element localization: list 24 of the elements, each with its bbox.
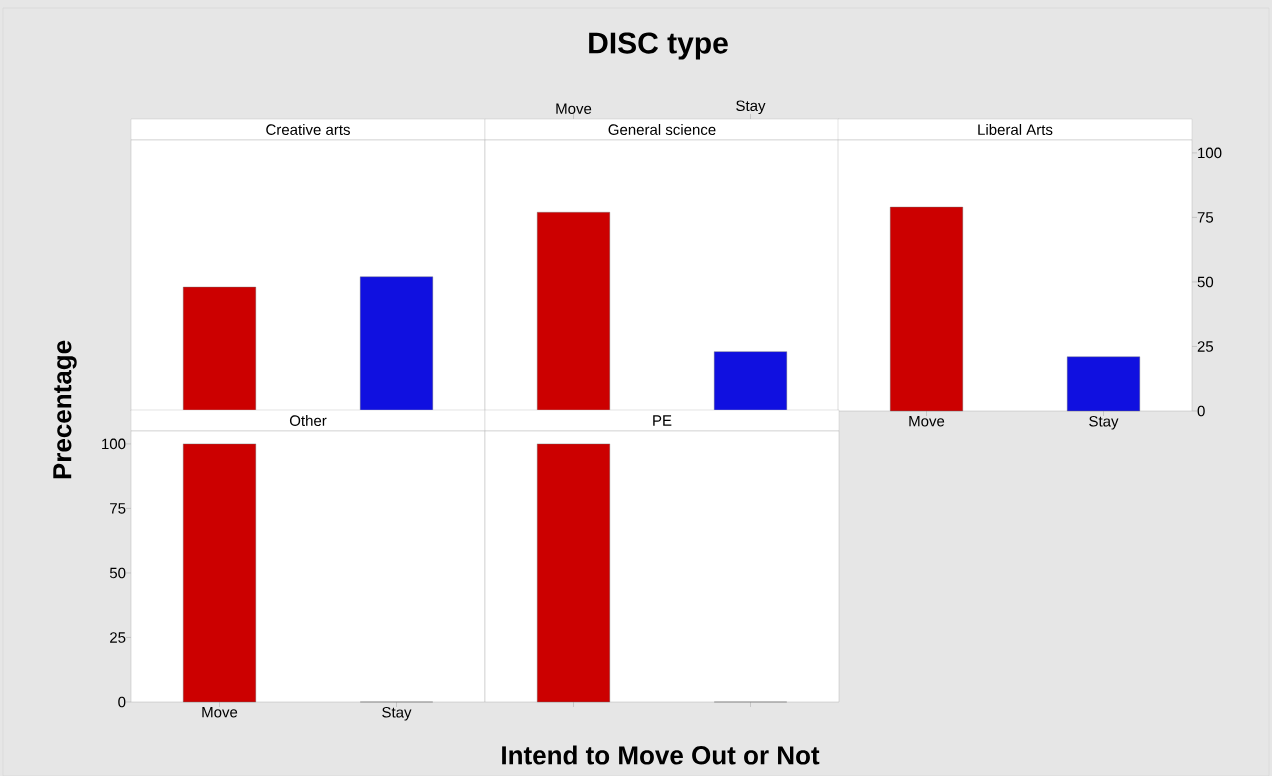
x-tick-label: Move [909, 415, 945, 427]
chart-title: Other [289, 414, 327, 426]
x-tick-label: Move [556, 103, 592, 114]
y-tick-label: 100 [1198, 147, 1222, 159]
x-tick-label: Stay [736, 100, 766, 114]
chart-title: Creative arts [266, 123, 350, 135]
y-tick-label: 0 [118, 696, 126, 708]
x-axis-title: Intend to Move Out or Not [502, 745, 820, 765]
y-tick-label: 25 [1197, 341, 1214, 352]
y-tick-label: 50 [1197, 276, 1214, 288]
y-tick-label: 75 [1197, 212, 1214, 223]
y-axis-title: Precentage [53, 340, 77, 479]
y-tick-label: 50 [109, 567, 126, 579]
y-tick-label: 0 [1197, 405, 1205, 417]
x-tick-label: Stay [1089, 415, 1119, 430]
y-tick-label: 75 [110, 503, 126, 514]
y-tick-label: 100 [102, 438, 126, 450]
x-tick-label: Stay [382, 706, 412, 721]
chart-title: General science [608, 123, 716, 135]
y-tick-label: 25 [110, 632, 126, 643]
chart-title: Liberal Arts [978, 123, 1053, 135]
x-tick-label: Move [202, 706, 238, 718]
text: DISC type [589, 32, 728, 60]
chart-title: PE [653, 415, 672, 426]
